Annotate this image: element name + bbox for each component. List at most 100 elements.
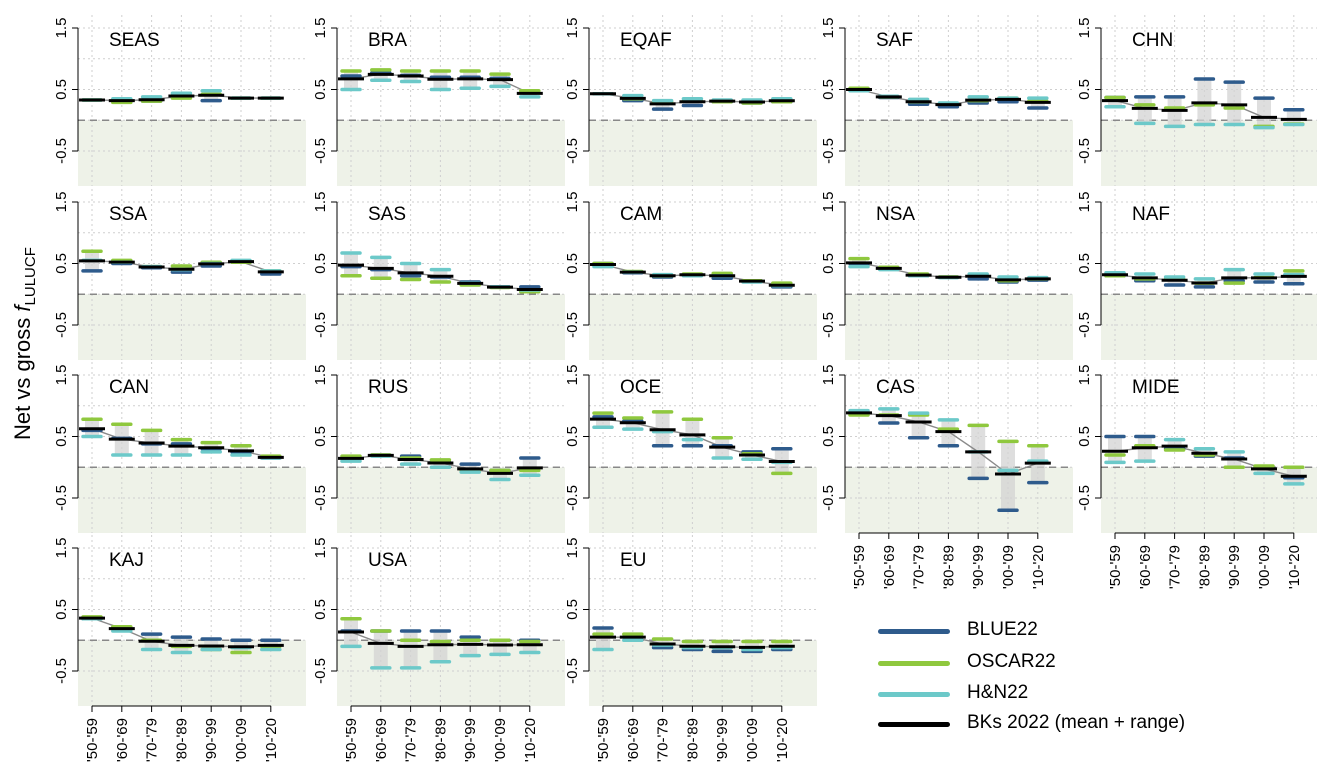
y-tick-label: 1.5 — [53, 192, 70, 213]
panel-ssa: 1.5 0.5 -0.5 SSA — [53, 189, 306, 360]
y-tick-label: -0.5 — [564, 312, 581, 338]
panel-mide: 1.5 0.5 -0.5 '50-'59 '60-'69 '70-'79 '80-'89 '9… — [1076, 362, 1317, 589]
y-tick-label: 0.5 — [564, 599, 581, 620]
panel-sas: 1.5 0.5 -0.5 SAS — [312, 189, 565, 360]
x-tick-label: '00-'09 — [1256, 545, 1273, 589]
x-tick-label: '50-'59 — [84, 718, 101, 762]
y-tick-label: 0.5 — [53, 426, 70, 447]
negative-region — [1101, 467, 1317, 533]
negative-region — [1101, 294, 1317, 360]
range-bar — [596, 627, 610, 650]
negative-region — [589, 467, 817, 533]
panel-title: NSA — [876, 204, 915, 225]
y-tick-label: 0.5 — [564, 426, 581, 447]
x-tick-label: '80-'89 — [1196, 545, 1213, 589]
x-tick-label: '70-'79 — [1167, 545, 1184, 589]
range-bar — [403, 631, 418, 668]
x-tick-label: '80-'89 — [173, 718, 190, 762]
x-tick-label: '90-'99 — [462, 718, 479, 762]
y-tick-label: 1.5 — [312, 18, 329, 39]
legend-label-oscar22: OSCAR22 — [967, 651, 1056, 672]
x-tick-label: '10-'20 — [522, 718, 539, 762]
panel-title: SSA — [109, 204, 147, 225]
y-tick-label: -0.5 — [312, 312, 329, 338]
panel-title: SAS — [368, 204, 406, 225]
x-tick-label: '70-'79 — [144, 718, 161, 762]
x-tick-label: '90-'99 — [714, 718, 731, 762]
panel-oce: 1.5 0.5 -0.5 OCE — [564, 362, 817, 533]
y-tick-label: 1.5 — [312, 538, 329, 559]
range-bar — [433, 631, 448, 662]
y-tick-label: 1.5 — [820, 18, 837, 39]
y-tick-label: 0.5 — [820, 253, 837, 274]
range-bar — [1108, 97, 1122, 107]
negative-region — [78, 294, 306, 360]
y-axis-label-subscript: LULUCF — [22, 247, 39, 306]
x-tick-label: '70-'79 — [403, 718, 420, 762]
panel-naf: 1.5 0.5 -0.5 NAF — [1076, 189, 1317, 360]
x-tick-label: '50-'59 — [1107, 545, 1124, 589]
panel-title: CAS — [876, 377, 915, 398]
negative-region — [845, 294, 1073, 360]
negative-region — [589, 120, 817, 186]
negative-region — [78, 120, 306, 186]
y-tick-label: 1.5 — [1076, 365, 1093, 386]
panel-title: RUS — [368, 377, 408, 398]
y-tick-label: 1.5 — [564, 365, 581, 386]
x-tick-label: '50-'59 — [595, 718, 612, 762]
x-tick-label: '10-'20 — [774, 718, 791, 762]
x-tick-label: '60-'69 — [114, 718, 131, 762]
y-tick-label: 1.5 — [1076, 192, 1093, 213]
y-tick-label: -0.5 — [564, 485, 581, 511]
y-tick-label: 0.5 — [1076, 79, 1093, 100]
negative-region — [589, 294, 817, 360]
range-bar — [1257, 98, 1271, 128]
panel-nsa: 1.5 0.5 -0.5 NSA — [820, 189, 1073, 360]
y-tick-label: -0.5 — [820, 138, 837, 164]
panel-title: KAJ — [109, 550, 144, 571]
panel-title: EQAF — [620, 30, 672, 51]
negative-region — [78, 467, 306, 533]
panel-eqaf: 1.5 0.5 -0.5 EQAF — [564, 15, 817, 186]
panel-title: SEAS — [109, 30, 160, 51]
legend-label-bks: BKs 2022 (mean + range) — [967, 712, 1186, 733]
y-tick-label: 0.5 — [53, 79, 70, 100]
legend-swatch-bks — [878, 722, 950, 727]
y-tick-label: 0.5 — [820, 426, 837, 447]
x-tick-label: '00-'09 — [492, 718, 509, 762]
y-tick-label: 0.5 — [312, 253, 329, 274]
x-tick-label: '10-'20 — [1030, 545, 1047, 589]
panel-title: CHN — [1132, 30, 1173, 51]
legend-swatch-oscar22 — [878, 661, 950, 666]
panel-chn: 1.5 0.5 -0.5 CHN — [1076, 15, 1317, 186]
panel-title: MIDE — [1132, 377, 1180, 398]
y-tick-label: 0.5 — [564, 253, 581, 274]
y-tick-label: 1.5 — [564, 538, 581, 559]
y-tick-label: 1.5 — [53, 365, 70, 386]
panel-saf: 1.5 0.5 -0.5 SAF — [820, 15, 1073, 186]
range-bar — [1137, 96, 1152, 124]
x-tick-label: '60-'69 — [881, 545, 898, 589]
range-bar — [204, 639, 219, 650]
y-tick-label: 1.5 — [820, 365, 837, 386]
y-axis-label: Net vs gross fLULUCF — [10, 247, 39, 440]
panel-usa: 1.5 0.5 -0.5 '50-'59 '60-'69 '70-'79 '80-'89 '9… — [312, 535, 565, 762]
panel-title: USA — [368, 550, 407, 571]
y-tick-label: -0.5 — [1076, 312, 1093, 338]
x-tick-label: '60-'69 — [373, 718, 390, 762]
y-tick-label: 1.5 — [1076, 18, 1093, 39]
negative-region — [845, 120, 1073, 186]
y-tick-label: -0.5 — [53, 658, 70, 684]
panel-can: 1.5 0.5 -0.5 CAN — [53, 362, 306, 533]
panel-eu: 1.5 0.5 -0.5 '50-'59 '60-'69 '70-'79 '80-'89 '9… — [564, 535, 817, 762]
panel-cam: 1.5 0.5 -0.5 CAM — [564, 189, 817, 360]
range-bar — [1001, 441, 1015, 511]
y-tick-label: -0.5 — [312, 658, 329, 684]
y-tick-label: -0.5 — [1076, 485, 1093, 511]
panel-title: OCE — [620, 377, 661, 398]
negative-region — [337, 467, 565, 533]
panel-title: NAF — [1132, 204, 1170, 225]
panel-title: CAM — [620, 204, 662, 225]
range-bar — [911, 413, 926, 438]
